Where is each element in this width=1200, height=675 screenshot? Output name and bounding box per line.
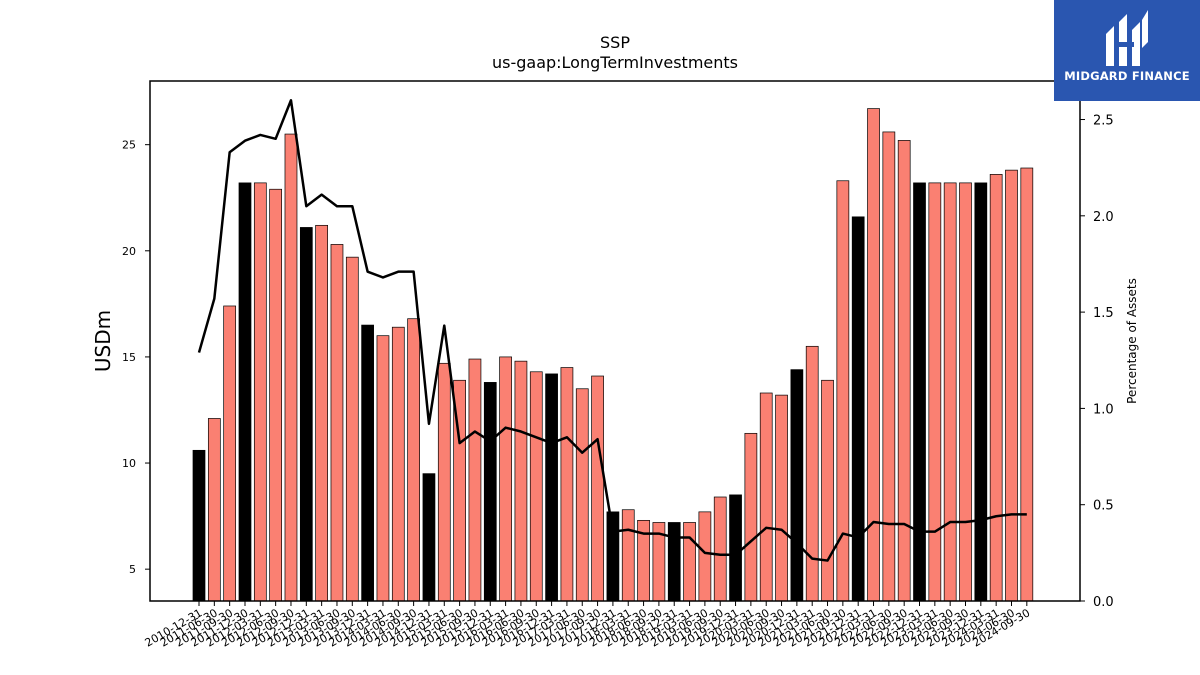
bar-2019-12-31	[729, 494, 742, 602]
right-axis: 0.0 0.5 1.0 1.5 2.0 2.5	[1080, 114, 1114, 610]
y-tick-label: 10	[122, 457, 136, 470]
bar-2017-06-30	[575, 388, 589, 602]
y-tick-label: 20	[122, 245, 136, 258]
chart-subtitle: us-gaap:LongTermInvestments	[492, 53, 738, 72]
bar-2022-09-30	[897, 140, 911, 602]
brand-mark-icon	[1106, 10, 1148, 66]
bar-2017-09-30	[591, 375, 604, 602]
y2-tick-label: 1.0	[1093, 402, 1114, 417]
bar-2012-09-30	[284, 133, 298, 602]
bar-2021-09-30	[836, 180, 850, 602]
y-axis-label: USDm	[91, 310, 115, 372]
bar-2014-09-30	[407, 318, 420, 602]
percent-of-assets-line	[197, 99, 1027, 562]
bar-2014-12-31	[422, 473, 436, 602]
bar-2019-09-30	[713, 496, 727, 602]
bar-2020-06-30	[759, 392, 773, 602]
brand-name: MIDGARD FINANCE	[1064, 69, 1190, 83]
bar-2018-12-31	[667, 522, 681, 602]
y-tick-label: 5	[129, 563, 136, 576]
bar-2024-06-30	[1005, 169, 1018, 602]
bar-2024-03-31	[989, 174, 1003, 602]
y-tick-label: 15	[122, 351, 136, 364]
bar-2013-06-30	[330, 244, 344, 602]
bar-2011-09-30	[223, 305, 237, 602]
bar-2020-03-31	[744, 432, 758, 602]
bar-2015-12-31	[483, 382, 497, 602]
bar-2016-06-30	[514, 360, 528, 602]
bar-2010-12-31	[192, 449, 206, 602]
bar-2013-03-31	[315, 224, 328, 602]
y-tick-label: 25	[122, 139, 136, 152]
bar-2013-12-31	[361, 324, 374, 602]
x-axis: 2010-12-312011-06-302011-09-302011-12-30…	[143, 601, 1032, 650]
y2-axis-label: Percentage of Assets	[1125, 278, 1139, 404]
bar-2021-03-31	[805, 345, 819, 602]
y2-tick-label: 2.5	[1093, 114, 1114, 129]
y2-tick-label: 0.0	[1093, 595, 1114, 610]
chart-title: SSP	[600, 33, 630, 52]
brand-logo: MIDGARD FINANCE	[1054, 0, 1200, 101]
bar-2014-06-30	[391, 326, 405, 602]
bar-2015-09-30	[468, 358, 482, 602]
bar-2013-09-30	[345, 256, 359, 602]
bar-2015-03-31	[437, 362, 451, 602]
plot-frame	[149, 80, 1081, 602]
bar-2019-03-31	[683, 522, 696, 602]
bar-2012-06-30	[269, 188, 282, 602]
bar-2024-09-30	[1020, 167, 1034, 602]
bar-2017-03-31	[560, 367, 574, 602]
bar-2012-03-31	[253, 182, 267, 602]
bar-2023-03-31	[928, 182, 942, 602]
bar-2021-06-30	[821, 379, 834, 602]
bar-2019-06-30	[698, 511, 712, 602]
bar-2016-09-30	[529, 371, 543, 602]
bar-2020-12-31	[790, 369, 804, 602]
bar-2011-06-30	[207, 418, 221, 602]
bar-2023-12-31	[974, 182, 988, 602]
bar-2016-03-31	[499, 356, 512, 602]
y2-tick-label: 2.0	[1093, 210, 1114, 225]
bar-2018-03-31	[621, 509, 635, 602]
line-group	[197, 99, 1027, 562]
bar-2012-12-31	[299, 227, 313, 602]
bar-2022-06-30	[882, 131, 896, 602]
bar-2020-09-30	[775, 394, 788, 602]
bar-2023-09-30	[959, 182, 972, 602]
bar-2011-12-30	[238, 182, 252, 602]
left-axis: 5 10 15 20 25	[122, 139, 150, 576]
bar-2014-03-31	[376, 335, 390, 602]
bar-2016-12-31	[545, 373, 558, 602]
bar-2022-12-31	[913, 182, 926, 602]
bar-2021-12-31	[851, 216, 865, 602]
y2-tick-label: 1.5	[1093, 306, 1114, 321]
bar-2023-06-30	[943, 182, 957, 602]
y2-tick-label: 0.5	[1093, 499, 1114, 514]
